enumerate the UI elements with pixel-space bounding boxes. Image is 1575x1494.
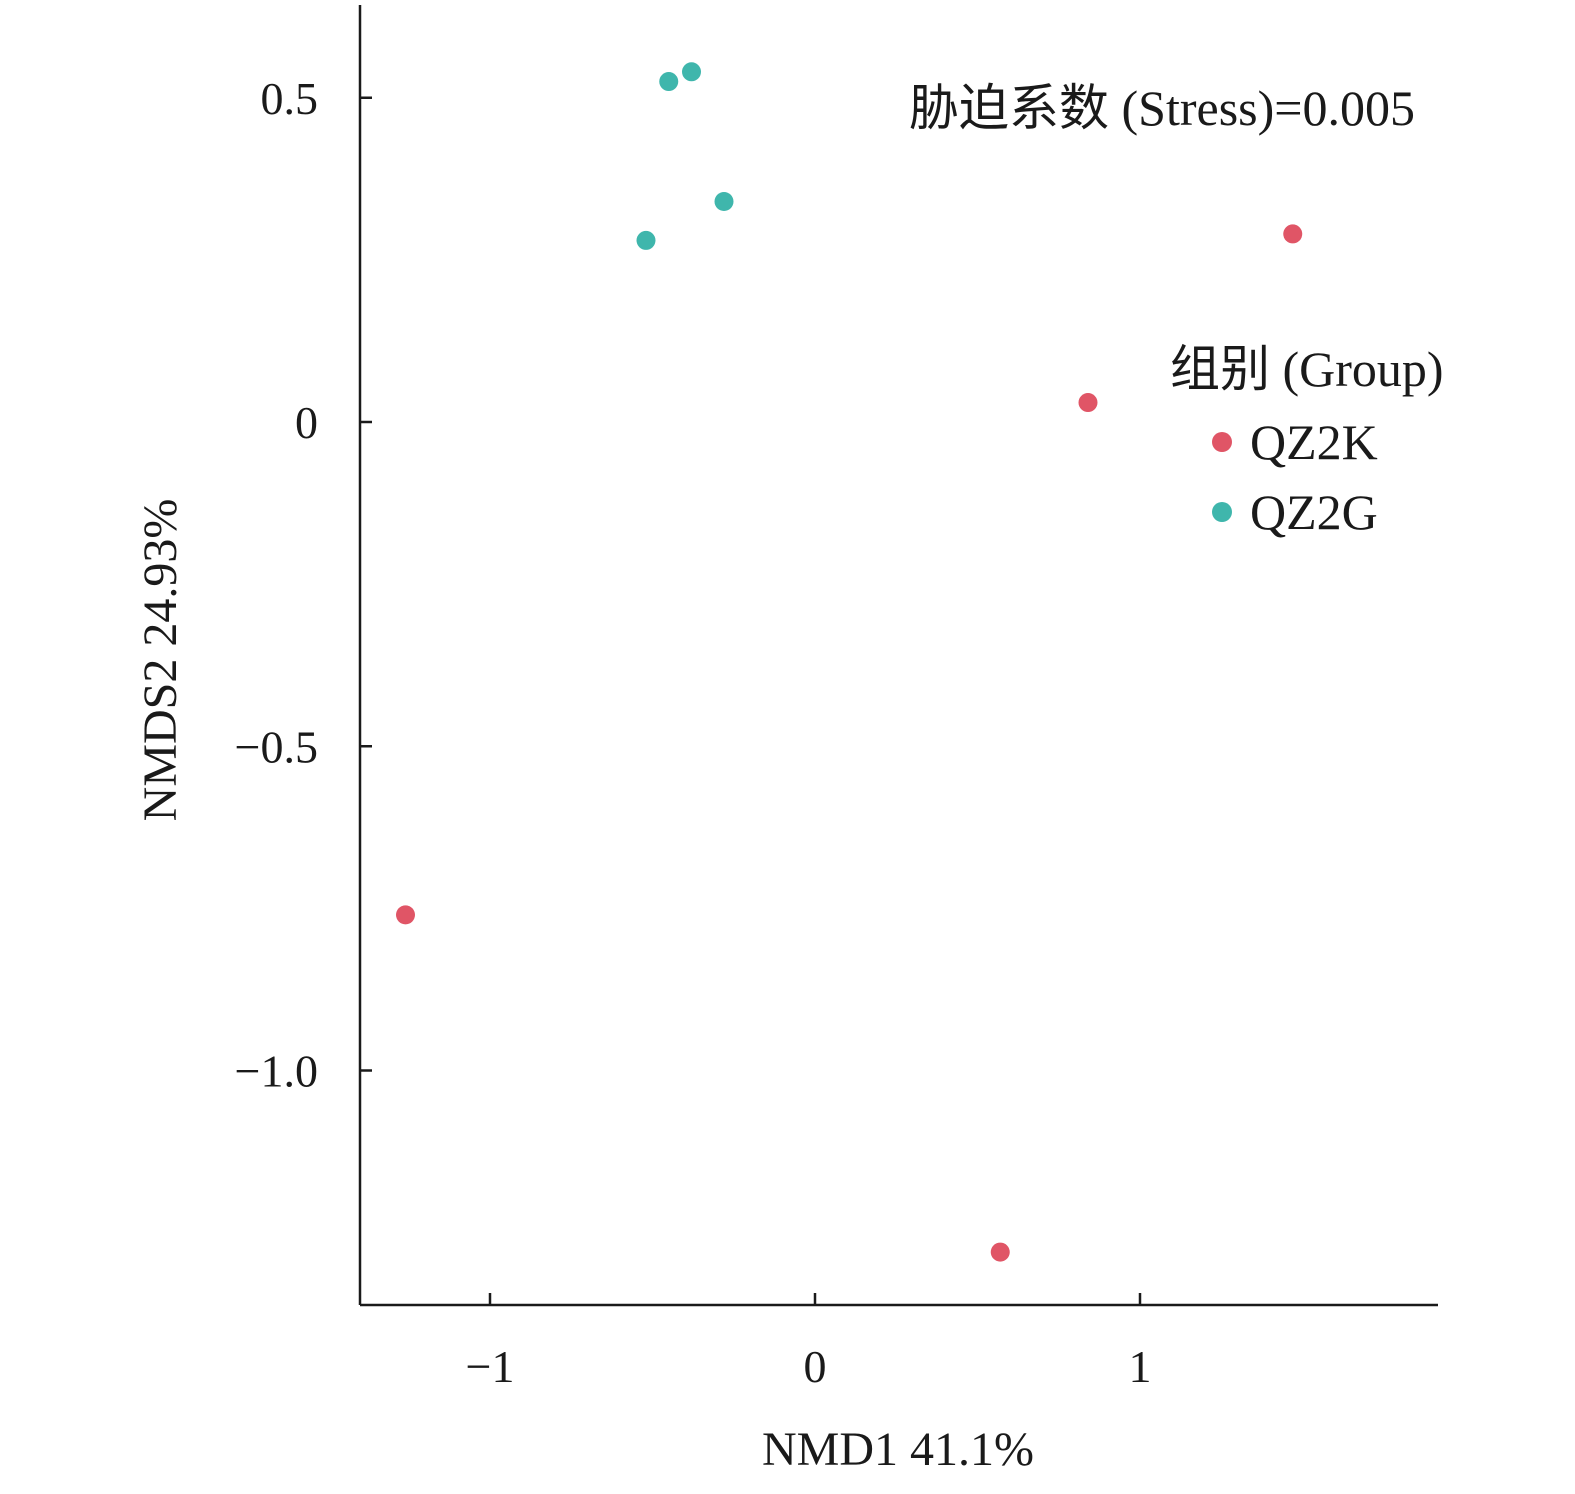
- legend-entries: QZ2K QZ2G: [1212, 414, 1378, 540]
- stress-annotation: 胁迫系数 (Stress)=0.005: [909, 80, 1415, 136]
- y-tick-label: −1.0: [235, 1046, 318, 1097]
- legend-title: 组别 (Group): [1170, 341, 1444, 397]
- y-axis-label: NMDS2 24.93%: [134, 499, 187, 822]
- y-tick-label: 0.5: [261, 73, 319, 124]
- y-ticks: 0.5 0 −0.5 −1.0: [235, 73, 372, 1097]
- legend: 组别 (Group) QZ2K QZ2G: [1170, 341, 1444, 540]
- point-qz2k: [990, 1242, 1010, 1262]
- legend-label-qz2k: QZ2K: [1250, 414, 1378, 470]
- x-ticks: −1 0 1: [466, 1293, 1152, 1392]
- x-axis-label: NMD1 41.1%: [762, 1423, 1034, 1476]
- axes: [358, 5, 1438, 1307]
- point-qz2g: [714, 192, 734, 212]
- point-qz2g: [659, 72, 679, 92]
- y-tick-label: −0.5: [235, 721, 318, 772]
- x-tick-label: 0: [804, 1341, 827, 1392]
- point-qz2k: [1078, 393, 1098, 413]
- point-qz2k: [396, 905, 415, 925]
- point-qz2g: [636, 230, 656, 250]
- legend-marker-qz2g: [1212, 502, 1232, 522]
- point-qz2g: [682, 62, 701, 82]
- legend-label-qz2g: QZ2G: [1250, 484, 1378, 540]
- legend-marker-qz2k: [1212, 432, 1232, 452]
- y-tick-label: 0: [295, 397, 318, 448]
- point-qz2k: [1283, 224, 1303, 244]
- x-tick-label: 1: [1129, 1341, 1152, 1392]
- data-points: [396, 62, 1303, 1262]
- x-tick-label: −1: [466, 1341, 515, 1392]
